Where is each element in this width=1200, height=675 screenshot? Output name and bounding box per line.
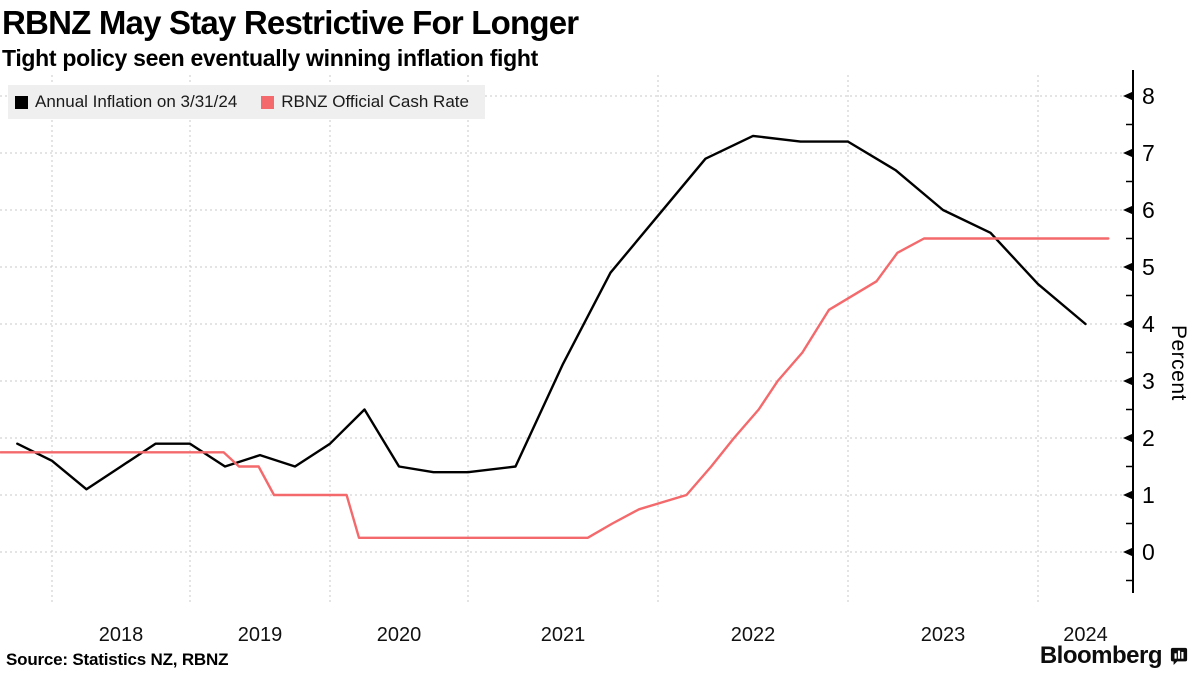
legend-item-inflation: Annual Inflation on 3/31/24 (15, 92, 237, 112)
y-axis-major-tick (1123, 490, 1133, 500)
y-axis-tick-label: 3 (1142, 368, 1155, 394)
y-axis-major-tick (1123, 262, 1133, 272)
y-axis-tick-label: 7 (1142, 140, 1155, 166)
y-axis-title: Percent (1167, 325, 1190, 401)
source-note: Source: Statistics NZ, RBNZ (6, 650, 229, 669)
y-axis-major-tick (1123, 148, 1133, 158)
x-axis-year-label: 2023 (921, 624, 966, 646)
bloomberg-terminal-icon (1170, 647, 1188, 665)
y-axis-major-tick (1123, 433, 1133, 443)
legend-label-inflation: Annual Inflation on 3/31/24 (35, 92, 238, 111)
x-axis-year-label: 2019 (238, 624, 283, 646)
y-axis-tick-label: 6 (1142, 197, 1155, 223)
y-axis-tick-label: 8 (1142, 83, 1155, 109)
x-axis-year-label: 2021 (541, 624, 586, 646)
legend-label-cash-rate: RBNZ Official Cash Rate (281, 92, 469, 111)
legend-item-cash-rate: RBNZ Official Cash Rate (261, 92, 469, 112)
x-axis-year-label: 2022 (731, 624, 776, 646)
y-axis-tick-label: 0 (1142, 539, 1155, 565)
x-axis-year-label: 2024 (1063, 624, 1108, 646)
y-axis-tick-label: 5 (1142, 254, 1155, 280)
y-axis-major-tick (1123, 319, 1133, 329)
cash-rate-line (0, 237, 1110, 539)
y-axis-major-tick (1123, 547, 1133, 557)
cash-rate-series-swatch (261, 95, 275, 109)
y-axis-major-tick (1123, 205, 1133, 215)
y-axis-major-tick (1123, 91, 1133, 101)
y-axis-tick-label: 2 (1142, 425, 1155, 451)
x-axis-year-label: 2020 (377, 624, 422, 646)
chart-legend: Annual Inflation on 3/31/24 RBNZ Officia… (8, 85, 485, 119)
inflation-series-swatch (15, 95, 28, 109)
bloomberg-wordmark: Bloomberg (1039, 642, 1163, 669)
x-axis-year-label: 2018 (99, 624, 144, 646)
bloomberg-logo: Bloomberg (1040, 642, 1188, 670)
inflation-line (16, 134, 1087, 491)
y-axis-tick-label: 1 (1142, 482, 1155, 508)
page-title: RBNZ May Stay Restrictive For Longer (2, 4, 579, 41)
y-axis-tick-label: 4 (1142, 311, 1155, 337)
y-axis-major-tick (1123, 376, 1133, 386)
page-subtitle: Tight policy seen eventually winning inf… (2, 45, 539, 71)
